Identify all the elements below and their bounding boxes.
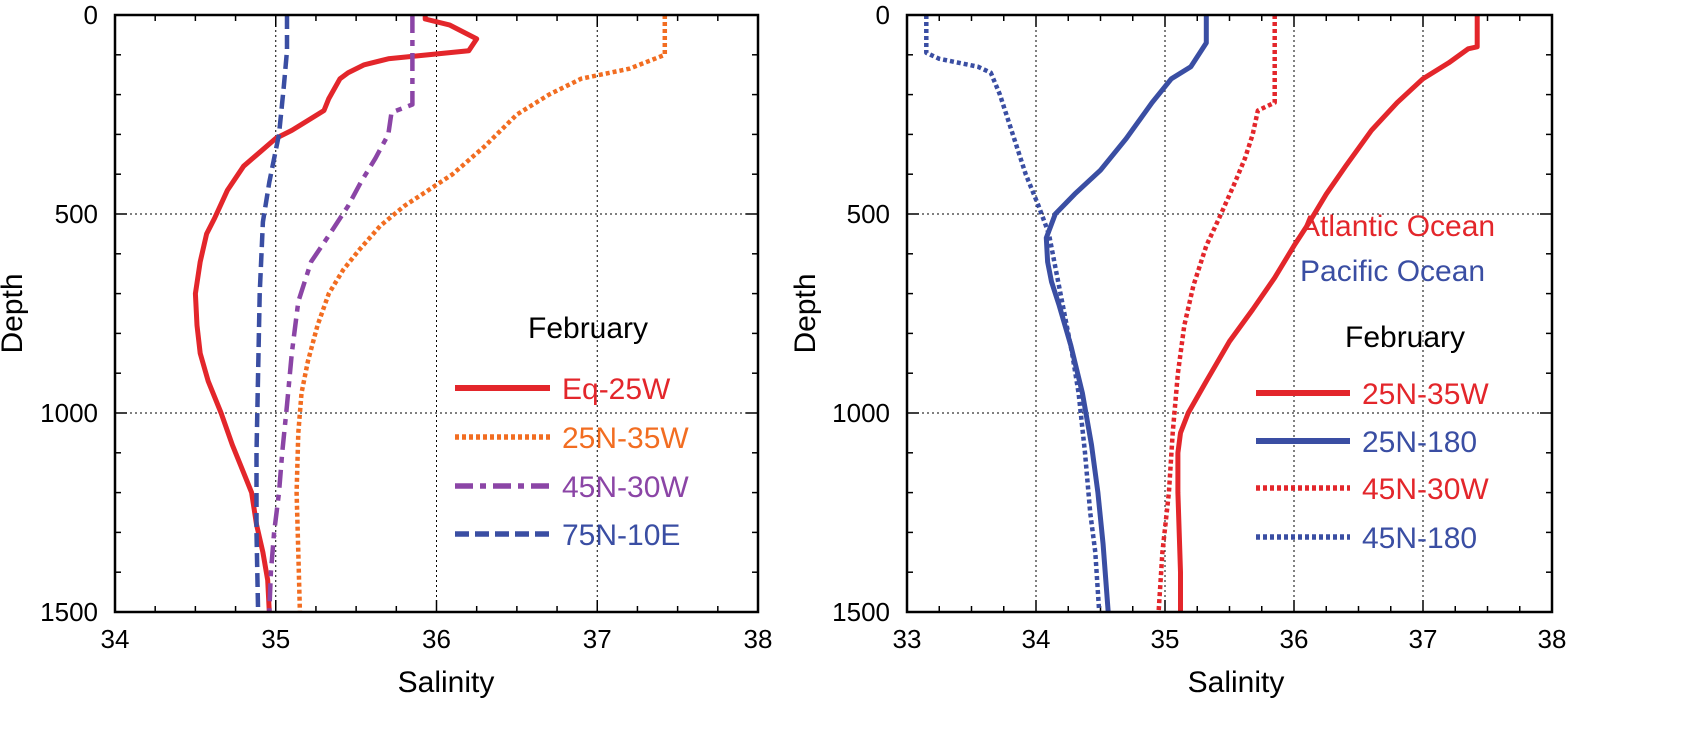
legend-label: Eq-25W — [562, 373, 671, 406]
series-line-25n-35w — [1175, 15, 1480, 612]
x-tick-label: 35 — [261, 624, 290, 654]
left-salinity-panel: 34 35 36 37 38 0 500 1000 1500 Salinity Depth Febru… — [0, 0, 772, 699]
series-line-45n-180 — [924, 15, 1102, 613]
x-tick-label: 36 — [422, 624, 451, 654]
series-line-45n-30w — [1156, 15, 1277, 613]
x-tick-label: 34 — [1022, 624, 1051, 654]
x-tick-label: 33 — [893, 624, 922, 654]
legend-label: 25N-35W — [562, 422, 689, 455]
series-line-eq-25w — [192, 15, 480, 613]
legend-title: February — [528, 312, 648, 345]
x-tick-label: 37 — [583, 624, 612, 654]
y-tick-label: 0 — [84, 0, 98, 30]
grid-lines — [115, 15, 758, 612]
plot-frame — [905, 13, 1554, 614]
x-tick-label: 35 — [1151, 624, 1180, 654]
x-axis-title: Salinity — [398, 666, 495, 699]
x-tick-label: 37 — [1409, 624, 1438, 654]
legend-label: 45N-30W — [1362, 473, 1489, 506]
legend: February 25N-35W 25N-180 45N-30W 45N-180 — [1256, 321, 1489, 555]
y-tick-label: 500 — [55, 199, 98, 229]
series-line-25n-180 — [1043, 15, 1209, 613]
legend-label: 25N-35W — [1362, 378, 1489, 411]
plot-frame — [113, 13, 760, 614]
y-axis-title: Depth — [789, 273, 822, 353]
x-tick-label: 38 — [1538, 624, 1567, 654]
legend: February Eq-25W 25N-35W 45N-30W 75N-10E — [455, 312, 689, 552]
x-tick-label: 36 — [1280, 624, 1309, 654]
ocean-annotation: Atlantic Ocean — [1300, 210, 1495, 243]
y-tick-label: 1500 — [832, 597, 890, 627]
legend-label: 75N-10E — [562, 519, 680, 552]
legend-label: 45N-30W — [562, 471, 689, 504]
right-salinity-panel: 33 34 35 36 37 38 0 500 1000 1500 Salinity Depth Atl… — [789, 0, 1566, 699]
legend-title: February — [1345, 321, 1465, 354]
y-tick-label: 1000 — [832, 398, 890, 428]
x-tick-label: 38 — [744, 624, 773, 654]
y-tick-label: 1500 — [40, 597, 98, 627]
y-tick-label: 0 — [876, 0, 890, 30]
x-tick-label: 34 — [101, 624, 130, 654]
legend-label: 45N-180 — [1362, 522, 1477, 555]
y-tick-label: 500 — [847, 199, 890, 229]
ocean-annotation: Pacific Ocean — [1300, 255, 1485, 288]
legend-label: 25N-180 — [1362, 426, 1477, 459]
y-axis-title: Depth — [0, 273, 29, 353]
series-line-75n-10e — [254, 15, 290, 613]
series-line-45n-30w — [267, 15, 415, 613]
y-tick-label: 1000 — [40, 398, 98, 428]
x-axis-title: Salinity — [1188, 666, 1285, 699]
